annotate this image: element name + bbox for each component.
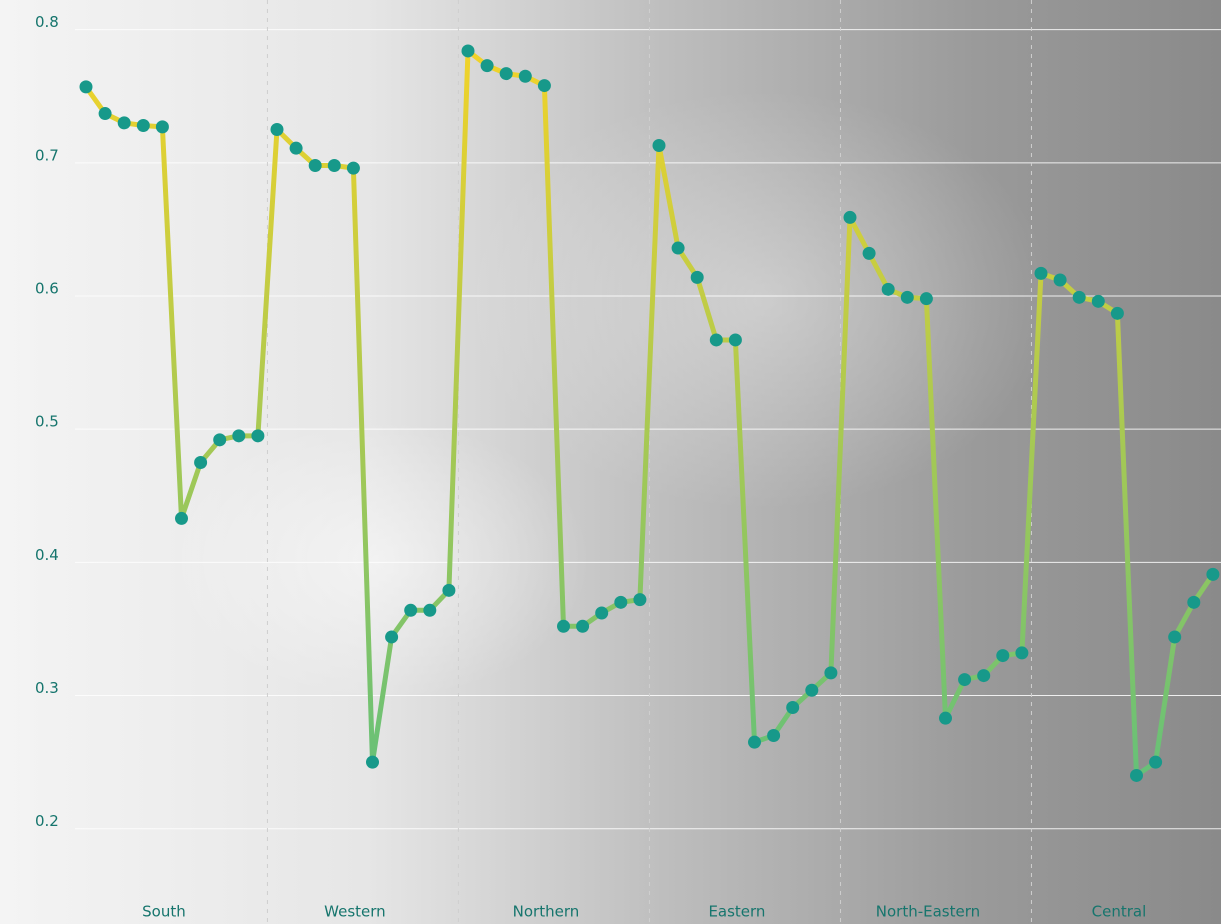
marker	[1206, 567, 1220, 581]
marker	[251, 429, 265, 443]
marker	[308, 158, 322, 172]
marker	[1187, 595, 1201, 609]
marker	[633, 593, 647, 607]
marker	[900, 290, 914, 304]
marker	[614, 595, 628, 609]
marker	[270, 123, 284, 137]
marker	[939, 711, 952, 725]
marker	[175, 511, 188, 525]
marker	[537, 79, 551, 93]
marker	[576, 619, 590, 633]
x-tick-label: Eastern	[708, 903, 765, 921]
y-tick-label: 0.4	[35, 546, 59, 564]
marker	[79, 80, 93, 94]
marker	[557, 619, 570, 633]
marker	[748, 735, 761, 749]
marker	[843, 210, 857, 224]
marker	[881, 282, 895, 296]
marker	[671, 241, 685, 255]
marker	[1091, 294, 1105, 308]
marker	[213, 433, 227, 447]
marker	[652, 139, 666, 153]
x-tick-label: South	[142, 903, 186, 921]
marker	[423, 603, 437, 617]
marker	[385, 630, 399, 644]
marker	[1130, 768, 1143, 782]
x-tick-label: Western	[324, 903, 386, 921]
x-tick-label: Central	[1092, 903, 1147, 921]
marker	[728, 333, 742, 347]
marker	[232, 429, 246, 443]
marker	[958, 673, 972, 687]
marker	[480, 59, 494, 73]
x-tick-label: North-Eastern	[876, 903, 980, 921]
marker	[919, 292, 933, 306]
marker	[499, 67, 513, 81]
marker	[194, 455, 208, 469]
marker	[690, 270, 704, 284]
y-tick-label: 0.3	[35, 679, 59, 697]
marker	[1053, 273, 1067, 287]
marker	[805, 683, 819, 697]
marker	[289, 141, 303, 155]
marker	[786, 701, 800, 715]
marker	[461, 44, 475, 58]
marker	[709, 333, 723, 347]
marker	[767, 729, 781, 742]
y-tick-label: 0.5	[35, 413, 59, 431]
line	[83, 48, 1215, 778]
marker	[977, 669, 991, 683]
marker	[366, 755, 379, 769]
marker	[518, 69, 532, 83]
marker	[442, 583, 456, 597]
marker	[1034, 266, 1048, 280]
y-tick-label: 0.2	[35, 812, 59, 830]
marker	[1149, 755, 1163, 769]
marker	[117, 116, 131, 130]
marker	[1015, 646, 1029, 660]
marker	[404, 603, 418, 617]
marker	[996, 649, 1010, 663]
y-tick-label: 0.8	[35, 13, 59, 31]
marker	[98, 107, 112, 121]
marker	[327, 158, 341, 172]
x-tick-label: Northern	[513, 903, 580, 921]
marker	[595, 606, 609, 620]
marker	[346, 161, 360, 175]
marker	[1110, 306, 1124, 320]
y-tick-label: 0.7	[35, 146, 59, 164]
y-tick-label: 0.6	[35, 280, 59, 298]
marker	[1168, 630, 1182, 644]
marker	[862, 246, 876, 260]
marker	[136, 119, 150, 133]
marker	[1072, 290, 1086, 304]
marker	[824, 666, 838, 680]
marker	[155, 120, 169, 134]
